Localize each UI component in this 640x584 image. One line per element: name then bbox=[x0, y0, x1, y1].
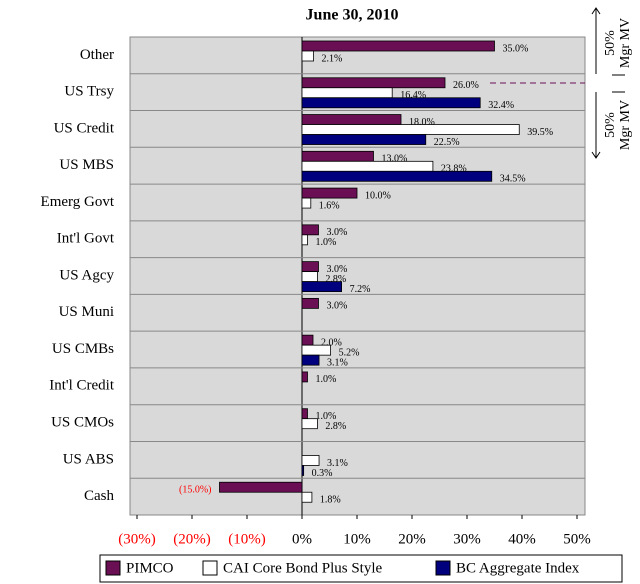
bar bbox=[301, 150, 374, 162]
annotation: 50% Mgr MV bbox=[603, 18, 633, 68]
y-tick-label: Cash bbox=[84, 488, 115, 504]
bar bbox=[301, 160, 434, 172]
value-label: 39.5% bbox=[527, 127, 553, 138]
y-tick-label: US Trsy bbox=[64, 84, 114, 100]
y-tick-label: US Muni bbox=[59, 304, 114, 320]
value-label: 7.2% bbox=[350, 284, 371, 295]
y-tick-label: Int'l Govt bbox=[57, 231, 115, 247]
bar bbox=[301, 418, 318, 430]
y-tick-label: US Credit bbox=[54, 120, 115, 136]
bar bbox=[301, 114, 402, 125]
x-tick-label: (20%) bbox=[173, 531, 211, 547]
bar bbox=[301, 281, 342, 293]
value-label: 13.0% bbox=[382, 154, 408, 165]
legend-label: BC Aggregate Index bbox=[456, 560, 580, 576]
value-label: 3.1% bbox=[327, 357, 348, 368]
y-tick-label: US MBS bbox=[59, 157, 114, 173]
legend-label: PIMCO bbox=[126, 560, 174, 576]
annotation-arrows bbox=[591, 7, 625, 159]
value-label: 32.4% bbox=[488, 100, 514, 111]
x-tick-label: 50% bbox=[563, 531, 591, 547]
x-tick-label: 30% bbox=[453, 531, 481, 547]
value-label: 3.0% bbox=[327, 227, 348, 238]
bar bbox=[301, 97, 481, 109]
legend-swatch bbox=[105, 560, 121, 576]
value-label: 3.0% bbox=[327, 301, 348, 312]
value-label: 1.6% bbox=[319, 200, 340, 211]
x-tick-label: 0% bbox=[292, 531, 312, 547]
value-label: 2.8% bbox=[325, 421, 346, 432]
annotation-line: 50% bbox=[603, 112, 618, 138]
bar bbox=[301, 134, 427, 145]
x-tick-label: 10% bbox=[343, 531, 371, 547]
x-tick-label: (10%) bbox=[228, 531, 266, 547]
bar bbox=[301, 491, 313, 503]
value-label: 5.2% bbox=[339, 347, 360, 358]
value-label: 2.1% bbox=[322, 53, 343, 64]
annotation: 50% Mgr MV bbox=[603, 100, 633, 150]
value-label: 2.0% bbox=[321, 337, 342, 348]
bar bbox=[301, 271, 318, 283]
value-label: 18.0% bbox=[409, 117, 435, 128]
value-label: 3.1% bbox=[327, 458, 348, 469]
y-tick-label: Emerg Govt bbox=[41, 194, 115, 210]
value-label: 1.0% bbox=[316, 374, 337, 385]
legend-swatch bbox=[435, 560, 451, 576]
value-label: 16.4% bbox=[400, 90, 426, 101]
bar bbox=[301, 408, 308, 420]
bar bbox=[301, 344, 332, 356]
value-label: (15.0%) bbox=[179, 485, 212, 496]
bar bbox=[301, 261, 319, 273]
bar bbox=[301, 224, 319, 236]
value-label: 2.8% bbox=[325, 274, 346, 285]
bar bbox=[301, 334, 314, 346]
annotation-line: Mgr MV bbox=[618, 18, 633, 68]
value-label: 22.5% bbox=[434, 137, 460, 148]
bar bbox=[301, 234, 308, 246]
y-tick-label: US Agcy bbox=[59, 267, 114, 283]
bar bbox=[301, 50, 314, 62]
bar bbox=[301, 197, 312, 209]
legend-label: CAI Core Bond Plus Style bbox=[223, 560, 383, 576]
bar bbox=[301, 465, 305, 476]
bar bbox=[301, 170, 493, 182]
legend-box bbox=[99, 554, 623, 583]
bar bbox=[301, 77, 446, 89]
bar bbox=[219, 481, 303, 493]
plot-area bbox=[129, 36, 586, 516]
value-label: 10.0% bbox=[365, 190, 391, 201]
legend-swatch bbox=[202, 560, 218, 576]
value-label: 1.0% bbox=[316, 237, 337, 248]
x-tick-label: 20% bbox=[398, 531, 426, 547]
value-label: 23.8% bbox=[441, 164, 467, 175]
value-label: 26.0% bbox=[453, 80, 479, 91]
bar bbox=[301, 187, 358, 199]
y-tick-label: Other bbox=[80, 47, 114, 63]
bar bbox=[301, 371, 308, 383]
bar bbox=[301, 40, 495, 52]
bar bbox=[301, 87, 393, 99]
value-label: 34.5% bbox=[500, 174, 526, 185]
value-label: 0.3% bbox=[312, 468, 333, 479]
value-label: 1.8% bbox=[320, 495, 341, 506]
y-tick-label: US CMOs bbox=[51, 415, 114, 431]
value-label: 35.0% bbox=[503, 43, 529, 54]
y-tick-label: Int'l Credit bbox=[49, 378, 115, 394]
bar bbox=[301, 124, 520, 135]
y-tick-label: US CMBs bbox=[52, 341, 114, 357]
value-label: 1.0% bbox=[316, 411, 337, 422]
annotation-line: Mgr MV bbox=[618, 100, 633, 150]
bar bbox=[301, 354, 320, 366]
bar bbox=[301, 297, 319, 309]
value-label: 3.0% bbox=[327, 264, 348, 275]
x-tick-label: (30%) bbox=[118, 531, 156, 547]
x-tick-label: 40% bbox=[508, 531, 536, 547]
chart-title: June 30, 2010 bbox=[306, 7, 399, 24]
y-tick-label: US ABS bbox=[63, 451, 114, 467]
bar bbox=[301, 455, 320, 466]
annotation-line: 50% bbox=[603, 30, 618, 56]
